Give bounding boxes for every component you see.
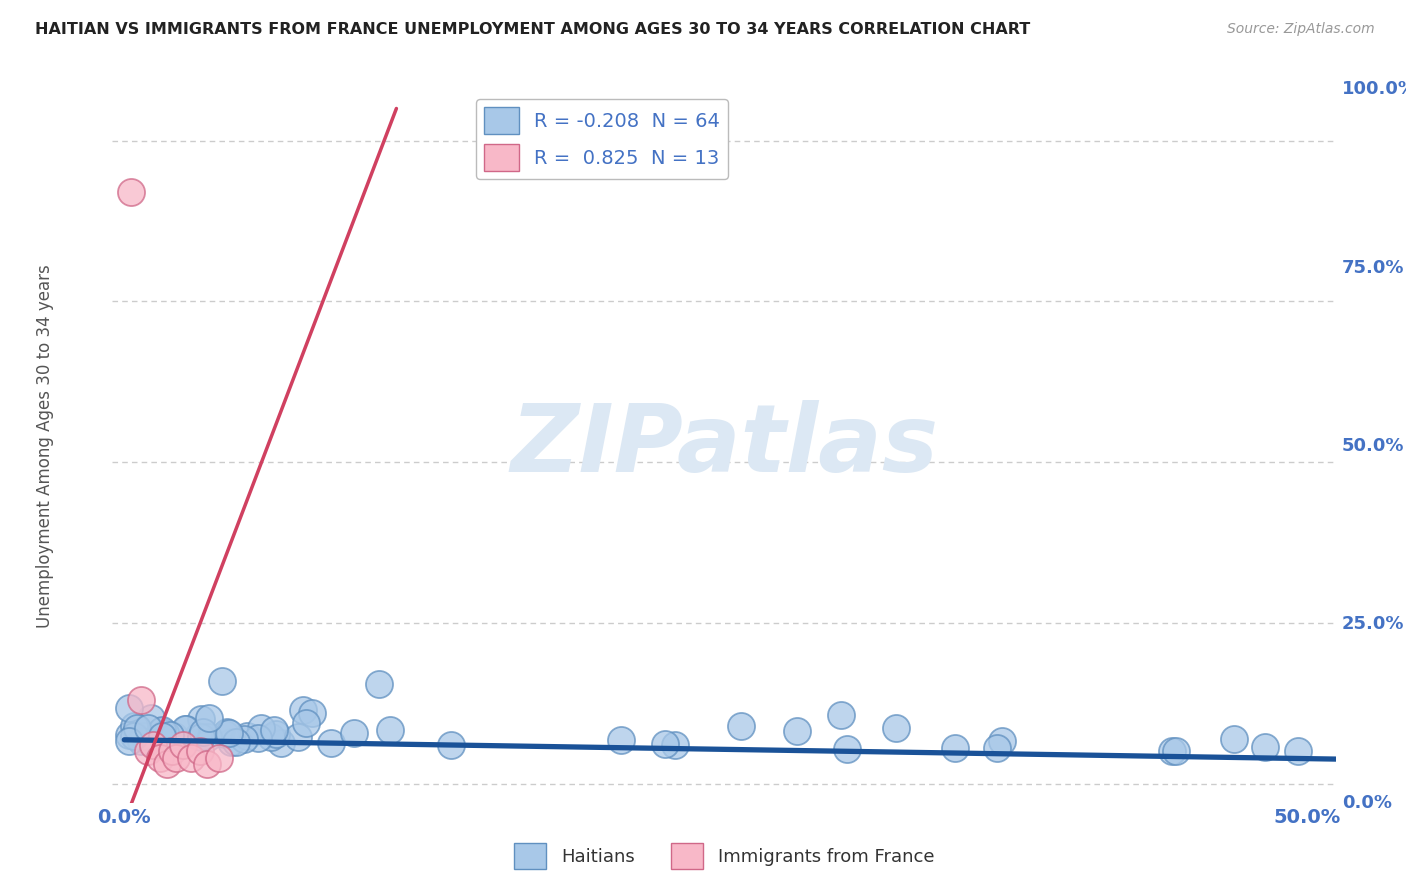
Text: 75.0%: 75.0%: [1341, 259, 1405, 277]
Point: [127, 721, 149, 735]
Point: [141, 711, 163, 725]
Point: [150, 730, 173, 744]
Point: [120, 185, 142, 199]
Point: [301, 706, 323, 720]
Point: [249, 721, 271, 735]
Point: [270, 736, 292, 750]
Point: [986, 741, 1008, 756]
Point: [291, 703, 314, 717]
Text: 50.0%: 50.0%: [1341, 437, 1405, 455]
Point: [190, 713, 212, 727]
Point: [142, 738, 165, 752]
Point: [160, 744, 183, 758]
Point: [118, 728, 141, 742]
Point: [195, 757, 218, 772]
Point: [1254, 739, 1277, 754]
Point: [197, 730, 219, 744]
Point: [155, 726, 177, 740]
Text: 0.0%: 0.0%: [1341, 794, 1392, 812]
Point: [208, 751, 231, 765]
Point: [368, 677, 391, 691]
Point: [730, 719, 752, 733]
Point: [287, 730, 309, 744]
Point: [136, 734, 159, 748]
Point: [295, 716, 318, 731]
Point: [136, 721, 159, 735]
Point: [180, 751, 202, 765]
Point: [943, 741, 966, 756]
Point: [321, 736, 343, 750]
Point: [232, 731, 254, 746]
Point: [150, 723, 173, 738]
Point: [1160, 744, 1182, 758]
Point: [191, 724, 214, 739]
Legend: Haitians, Immigrants from France: Haitians, Immigrants from France: [506, 836, 942, 876]
Point: [610, 733, 633, 747]
Point: [342, 725, 364, 739]
Point: [1164, 744, 1187, 758]
Point: [236, 729, 259, 743]
Text: Source: ZipAtlas.com: Source: ZipAtlas.com: [1227, 22, 1375, 37]
Text: ZIPatlas: ZIPatlas: [510, 400, 938, 492]
Point: [118, 733, 141, 747]
Point: [884, 721, 907, 735]
Point: [165, 751, 187, 765]
Point: [263, 723, 285, 737]
Text: HAITIAN VS IMMIGRANTS FROM FRANCE UNEMPLOYMENT AMONG AGES 30 TO 34 YEARS CORRELA: HAITIAN VS IMMIGRANTS FROM FRANCE UNEMPL…: [35, 22, 1031, 37]
Point: [266, 727, 288, 741]
Text: 100.0%: 100.0%: [1341, 80, 1406, 98]
Point: [129, 693, 152, 707]
Point: [129, 734, 152, 748]
Point: [786, 724, 808, 739]
Point: [1222, 732, 1244, 747]
Point: [991, 734, 1014, 748]
Point: [214, 727, 236, 741]
Point: [172, 738, 194, 752]
Point: [218, 726, 240, 740]
Point: [122, 718, 145, 732]
Point: [830, 707, 852, 722]
Point: [211, 673, 233, 688]
Point: [837, 741, 859, 756]
Point: [163, 730, 186, 744]
Point: [197, 711, 219, 725]
Point: [219, 734, 242, 748]
Point: [654, 738, 676, 752]
Point: [440, 738, 463, 752]
Point: [380, 723, 402, 737]
Point: [136, 744, 159, 758]
Point: [190, 730, 212, 744]
Point: [149, 751, 172, 765]
Point: [132, 729, 155, 743]
Point: [664, 738, 686, 752]
Point: [188, 744, 211, 758]
Point: [246, 731, 269, 746]
Point: [156, 757, 179, 772]
Point: [150, 723, 173, 738]
Point: [260, 731, 283, 745]
Point: [124, 729, 146, 743]
Point: [118, 700, 141, 714]
Text: Unemployment Among Ages 30 to 34 years: Unemployment Among Ages 30 to 34 years: [37, 264, 55, 628]
Point: [187, 729, 209, 743]
Point: [174, 722, 197, 736]
Text: 25.0%: 25.0%: [1341, 615, 1405, 633]
Point: [225, 735, 247, 749]
Point: [1286, 743, 1309, 757]
Point: [159, 728, 181, 742]
Point: [176, 723, 198, 737]
Point: [215, 725, 238, 739]
